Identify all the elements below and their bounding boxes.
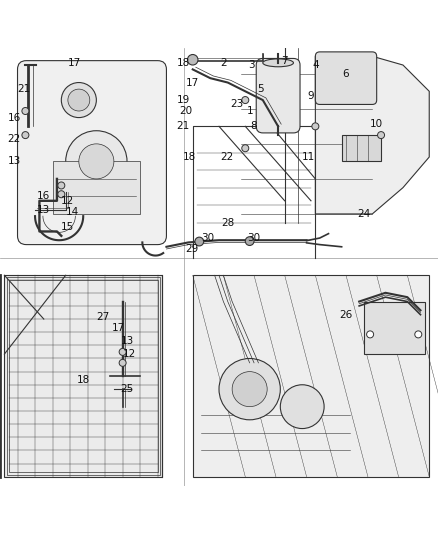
Circle shape bbox=[245, 237, 254, 246]
Circle shape bbox=[61, 83, 96, 118]
Text: 13: 13 bbox=[120, 336, 134, 346]
Text: 26: 26 bbox=[339, 310, 353, 320]
Bar bbox=[53, 161, 140, 214]
Text: 30: 30 bbox=[201, 233, 215, 243]
Text: 12: 12 bbox=[61, 196, 74, 206]
Circle shape bbox=[58, 182, 65, 189]
Text: 18: 18 bbox=[177, 58, 190, 68]
Text: 16: 16 bbox=[7, 112, 21, 123]
Text: 25: 25 bbox=[120, 384, 134, 394]
Text: 17: 17 bbox=[112, 323, 125, 333]
Text: 2: 2 bbox=[220, 58, 227, 68]
Bar bbox=[193, 275, 429, 477]
Circle shape bbox=[367, 331, 374, 338]
Text: 23: 23 bbox=[230, 100, 243, 109]
Text: 8: 8 bbox=[251, 122, 258, 131]
Circle shape bbox=[22, 132, 29, 139]
Text: 4: 4 bbox=[312, 60, 319, 70]
Text: 11: 11 bbox=[302, 152, 315, 162]
Text: 28: 28 bbox=[221, 217, 234, 228]
Text: 29: 29 bbox=[185, 244, 198, 254]
Bar bbox=[364, 302, 425, 354]
Text: 20: 20 bbox=[179, 106, 192, 116]
FancyBboxPatch shape bbox=[315, 52, 377, 104]
Text: 22: 22 bbox=[220, 152, 233, 162]
Circle shape bbox=[22, 108, 29, 115]
FancyBboxPatch shape bbox=[256, 59, 300, 133]
Circle shape bbox=[79, 144, 114, 179]
Text: 6: 6 bbox=[343, 69, 350, 79]
Bar bbox=[342, 135, 381, 161]
Text: 7: 7 bbox=[281, 55, 288, 66]
Circle shape bbox=[312, 123, 319, 130]
FancyBboxPatch shape bbox=[18, 61, 166, 245]
Text: 5: 5 bbox=[257, 84, 264, 94]
Text: 19: 19 bbox=[177, 95, 190, 105]
Circle shape bbox=[280, 385, 324, 429]
Circle shape bbox=[242, 145, 249, 152]
Text: 16: 16 bbox=[37, 191, 50, 201]
Text: 24: 24 bbox=[357, 209, 370, 219]
Circle shape bbox=[119, 349, 126, 356]
Text: 17: 17 bbox=[68, 58, 81, 68]
Ellipse shape bbox=[263, 59, 293, 67]
Text: 30: 30 bbox=[247, 233, 261, 243]
Circle shape bbox=[195, 237, 204, 246]
Circle shape bbox=[58, 191, 65, 198]
Circle shape bbox=[119, 359, 126, 366]
Text: 9: 9 bbox=[307, 91, 314, 101]
Bar bbox=[4, 275, 162, 477]
Text: 13: 13 bbox=[37, 205, 50, 215]
Circle shape bbox=[378, 132, 385, 139]
Circle shape bbox=[232, 372, 267, 407]
Text: 22: 22 bbox=[7, 134, 21, 144]
Text: 1: 1 bbox=[246, 106, 253, 116]
Circle shape bbox=[66, 131, 127, 192]
Text: 3: 3 bbox=[248, 60, 255, 70]
Text: 21: 21 bbox=[18, 84, 31, 94]
Text: 12: 12 bbox=[123, 349, 136, 359]
Polygon shape bbox=[315, 56, 429, 214]
Circle shape bbox=[219, 359, 280, 420]
Text: 27: 27 bbox=[96, 312, 110, 322]
Circle shape bbox=[242, 96, 249, 103]
Text: 14: 14 bbox=[66, 207, 79, 217]
Text: 13: 13 bbox=[7, 156, 21, 166]
Bar bbox=[9, 280, 158, 472]
Bar bbox=[7, 278, 160, 474]
Text: 21: 21 bbox=[177, 122, 190, 131]
Text: 10: 10 bbox=[370, 119, 383, 129]
Text: 18: 18 bbox=[183, 152, 196, 162]
Text: 18: 18 bbox=[77, 375, 90, 385]
Text: 15: 15 bbox=[61, 222, 74, 232]
Text: 17: 17 bbox=[186, 77, 199, 87]
Circle shape bbox=[415, 331, 422, 338]
Circle shape bbox=[68, 89, 90, 111]
Circle shape bbox=[187, 54, 198, 65]
